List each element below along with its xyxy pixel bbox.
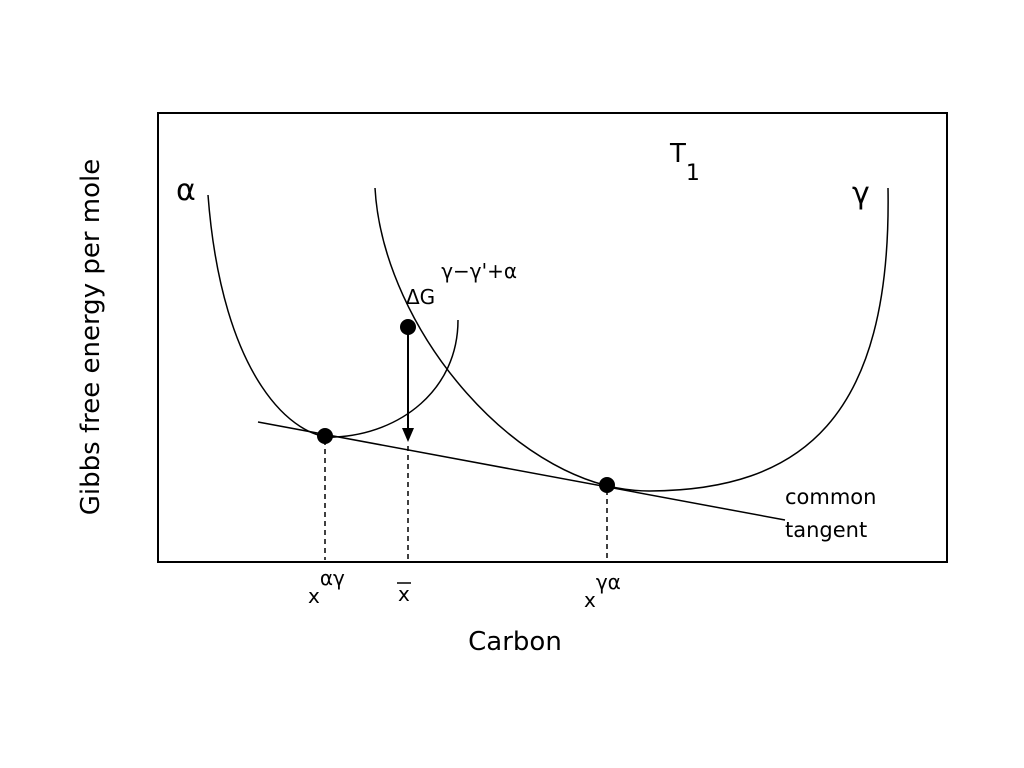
tangent-label: common [785,485,876,509]
common-tangent [257,421,786,521]
point [400,319,416,335]
phase-label: α [176,173,196,208]
driving-force-base: ΔG [406,285,435,309]
x-axis-label: Carbon [468,627,562,657]
composition-sup: γα [596,570,621,594]
driving-force-label: ΔGγ−γ'+α [406,259,517,309]
y-axis-label: Gibbs free energy per mole [76,159,106,515]
composition-label: xαγ [308,566,345,608]
composition-label: x [398,582,410,606]
arrow-head [402,428,414,442]
gamma-curve [374,187,889,492]
composition-base: x [308,584,320,608]
composition-label: xγα [584,570,621,612]
frame [157,112,948,563]
temperature-label: T1 [669,139,700,186]
point [599,477,615,493]
tangent-label: tangent [785,518,867,542]
composition-base: x [584,588,596,612]
temperature-sub: 1 [686,161,700,186]
composition-sup: αγ [320,566,345,590]
alpha-curve [207,194,459,438]
driving-force-sup: γ−γ'+α [441,259,517,283]
temperature-base: T [669,139,686,169]
point [317,428,333,444]
phase-label: γ [852,176,870,211]
